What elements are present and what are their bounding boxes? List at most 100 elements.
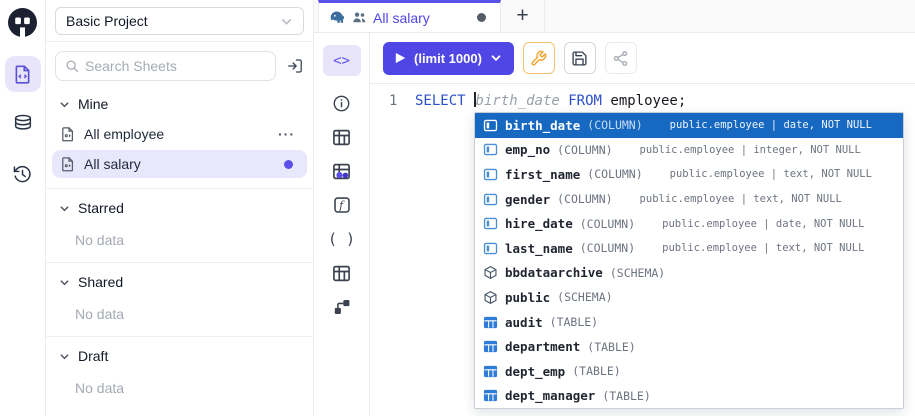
search-box [55, 51, 276, 81]
column-icon [483, 144, 498, 156]
section-label: Shared [78, 274, 124, 290]
schema-diagram-icon[interactable] [333, 297, 351, 317]
sql-text: employee; [610, 93, 687, 109]
history-icon [13, 165, 31, 182]
autocomplete-popup: birth_date (COLUMN) public.employee | date… [474, 112, 904, 410]
suggestion-name: emp_no [505, 142, 551, 158]
item-menu-button[interactable]: ··· [278, 126, 295, 142]
nav-sheets-button[interactable] [4, 56, 41, 92]
section-header-mine[interactable]: Mine [46, 85, 313, 116]
section-divider [46, 262, 313, 263]
results-chart-icon[interactable] [332, 161, 351, 181]
editor-toolbar: (limit 1000) [370, 33, 915, 84]
sheet-list: All employee ··· All salary [46, 116, 313, 188]
suggestion-name: birth_date [505, 117, 581, 133]
postgres-icon [330, 11, 345, 23]
suggestion-name: hire_date [505, 216, 573, 232]
code-view-toggle[interactable]: <> [322, 45, 361, 76]
suggestion-kind: (COLUMN) [587, 167, 643, 182]
suggestion-kind: (COLUMN) [557, 192, 613, 207]
sheet-name: All employee [84, 126, 165, 142]
autocomplete-item-department[interactable]: department (TABLE) [475, 334, 903, 359]
column-icon [483, 168, 498, 181]
autocomplete-item-hire-date[interactable]: hire_date (COLUMN) public.employee | date,… [475, 211, 903, 236]
save-icon [572, 50, 587, 66]
section-header-draft[interactable]: Draft [46, 337, 313, 368]
section-header-shared[interactable]: Shared [46, 263, 313, 294]
ghost-suggestion-text: birth_date [475, 93, 560, 109]
app-logo-icon[interactable] [5, 5, 40, 40]
sheet-name: All salary [84, 156, 141, 172]
sidebar-item-all-salary[interactable]: All salary [52, 150, 307, 178]
suggestion-kind: (TABLE) [549, 315, 599, 330]
suggestion-name: last_name [505, 240, 573, 256]
suggestion-detail: public.employee | date, NOT NULL [662, 217, 865, 230]
suggestion-name: dept_manager [505, 388, 596, 404]
section-header-starred[interactable]: Starred [46, 189, 313, 220]
share-button[interactable] [604, 42, 637, 74]
suggestion-detail: public.employee | text, NOT NULL [669, 168, 872, 181]
nav-history-button[interactable] [5, 156, 41, 192]
autocomplete-item-last-name[interactable]: last_name (COLUMN) public.employee | text,… [475, 236, 903, 261]
project-selector[interactable]: Basic Project [55, 7, 304, 35]
autocomplete-item-gender[interactable]: gender (COLUMN) public.employee | text, NO… [475, 187, 903, 212]
sidebar: Basic Project Mine All employee ··· All sal… [46, 0, 314, 416]
info-icon[interactable] [332, 93, 351, 113]
autocomplete-item-dept-emp[interactable]: dept_emp (TABLE) [475, 359, 903, 384]
autocomplete-item-first-name[interactable]: first_name (COLUMN) public.employee | text… [475, 162, 903, 187]
autocomplete-item-emp-no[interactable]: emp_no (COLUMN) public.employee | integer,… [475, 138, 903, 163]
sidebar-item-all-employee[interactable]: All employee ··· [52, 120, 307, 148]
section-divider [46, 188, 313, 189]
code-line-1: 1 SELECT birth_date FROM employee; [370, 91, 915, 111]
suggestion-kind: (COLUMN) [579, 216, 636, 231]
import-sheet-icon[interactable] [286, 57, 304, 75]
table-list-icon[interactable] [332, 263, 351, 283]
nav-database-button[interactable] [5, 106, 41, 142]
column-icon [483, 217, 498, 230]
section-divider [46, 336, 313, 337]
search-row [46, 42, 313, 85]
save-button[interactable] [563, 42, 596, 74]
table-icon [483, 341, 498, 353]
unsaved-indicator-dot [477, 13, 486, 22]
autocomplete-item-public[interactable]: public (SCHEMA) [475, 285, 903, 310]
tab-all-salary[interactable]: All salary [318, 0, 501, 32]
main-area: All salary + <> f ( ) [314, 0, 915, 416]
autocomplete-item-dept-manager[interactable]: dept_manager (TABLE) [475, 384, 903, 409]
new-tab-button[interactable]: + [501, 0, 545, 32]
sql-editor[interactable]: 1 SELECT birth_date FROM employee; birth_… [370, 84, 915, 416]
chevron-down-icon [60, 279, 69, 285]
schema-icon [484, 266, 497, 280]
table-icon [483, 390, 498, 402]
tab-label: All salary [373, 9, 430, 26]
run-query-button[interactable]: (limit 1000) [383, 41, 514, 75]
autocomplete-item-bbdataarchive[interactable]: bbdataarchive (SCHEMA) [475, 261, 903, 286]
autocomplete-item-audit[interactable]: audit (TABLE) [475, 310, 903, 335]
project-selector-row: Basic Project [46, 0, 313, 42]
function-icon[interactable]: f [333, 195, 351, 215]
search-input[interactable] [85, 58, 266, 74]
active-sheet-dot [284, 159, 293, 169]
autocomplete-item-birth-date[interactable]: birth_date (COLUMN) public.employee | date… [475, 113, 903, 138]
section-label: Draft [78, 348, 109, 364]
sheet-icon [62, 127, 74, 142]
parentheses-icon[interactable]: ( ) [327, 230, 356, 248]
tab-strip: All salary + [314, 0, 915, 33]
sheets-icon [15, 65, 29, 84]
table-view-icon[interactable] [332, 127, 351, 147]
sheet-icon [62, 157, 74, 172]
suggestion-kind: (TABLE) [587, 339, 636, 354]
line-number: 1 [389, 93, 398, 109]
wrench-icon [531, 50, 547, 66]
suggestion-kind: (COLUMN) [587, 118, 643, 133]
editor-area: (limit 1000) [370, 33, 915, 416]
editor-rail: <> f ( ) [314, 33, 370, 416]
empty-state-text: No data [75, 380, 125, 396]
suggestion-name: gender [505, 191, 551, 207]
suggestion-kind: (SCHEMA) [557, 290, 613, 305]
suggestion-name: audit [505, 314, 543, 330]
suggestion-detail: public.employee | text, NOT NULL [662, 242, 865, 255]
column-icon [483, 193, 498, 205]
query-settings-button[interactable] [522, 42, 555, 74]
